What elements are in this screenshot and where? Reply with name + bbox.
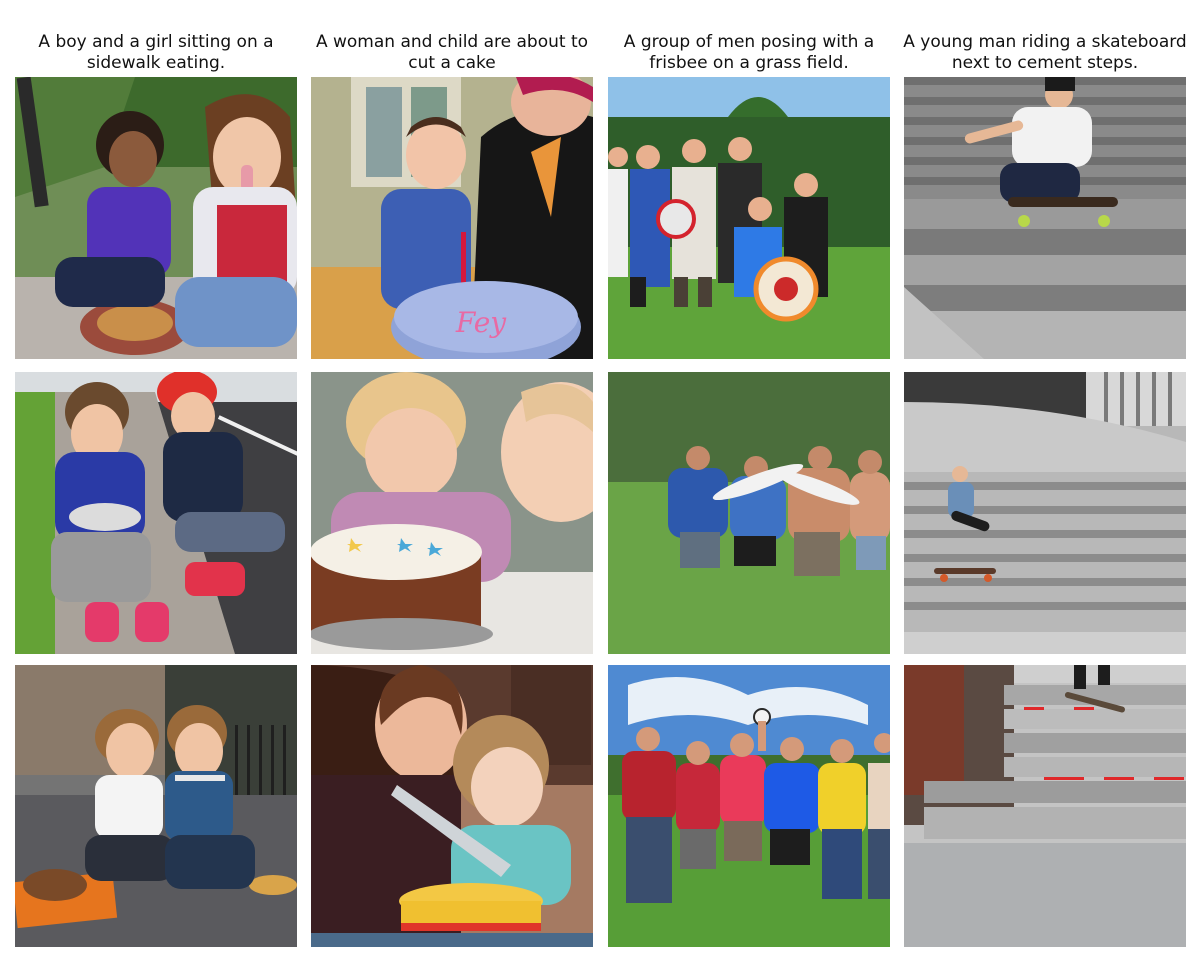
photo-frisbee-group-2 — [608, 372, 890, 654]
photo-kids-sidewalk-2 — [15, 372, 297, 654]
cake-icing-text: Fey — [455, 306, 507, 339]
caption-col-4: A young man riding a skateboard next to … — [903, 32, 1187, 73]
photo-frisbee-group-1 — [608, 77, 890, 359]
photo-cake-3 — [311, 665, 593, 947]
photo-skateboarder-2 — [904, 372, 1186, 654]
caption-col-1: A boy and a girl sitting on a sidewalk e… — [38, 32, 274, 73]
photo-kids-sidewalk-1 — [15, 77, 297, 359]
caption-col-2: A woman and child are about to cut a cak… — [315, 32, 589, 73]
photo-cake-2 — [311, 372, 593, 654]
photo-frisbee-group-3 — [608, 665, 890, 947]
photo-cake-1: Fey — [311, 77, 593, 359]
photo-skateboarder-1 — [904, 77, 1186, 359]
photo-skateboarder-3 — [904, 665, 1186, 947]
photo-kids-sidewalk-3 — [15, 665, 297, 947]
caption-col-3: A group of men posing with a frisbee on … — [623, 32, 875, 73]
